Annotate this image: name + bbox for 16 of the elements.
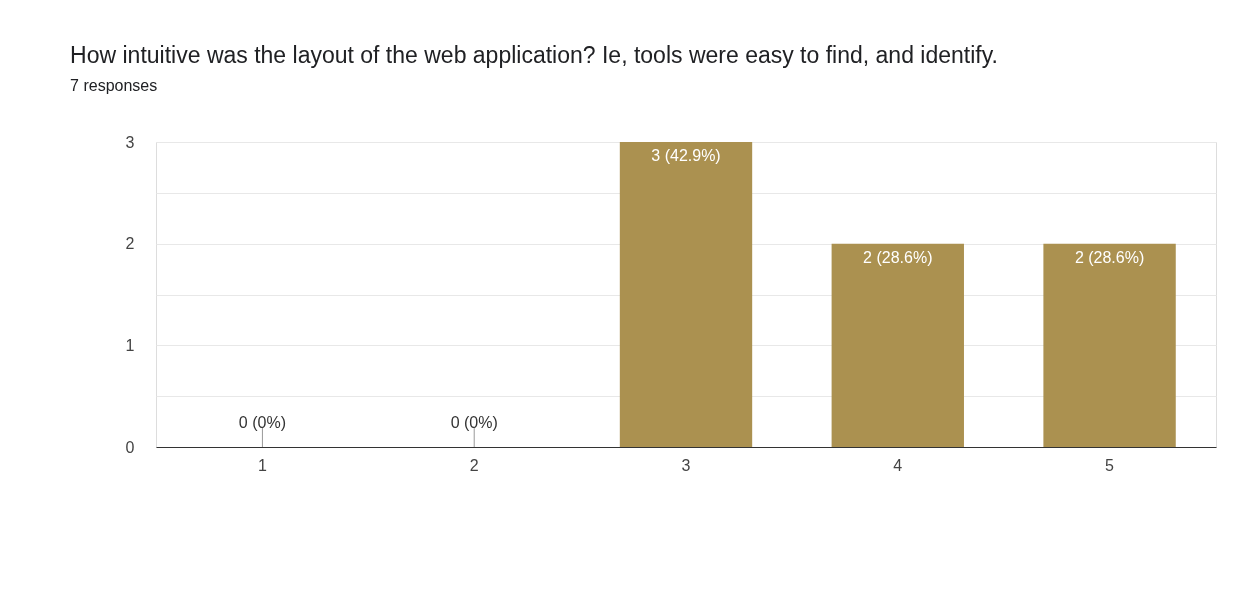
- y-tick-label: 3: [125, 133, 135, 151]
- data-label: 0 (0%): [238, 414, 286, 431]
- y-tick-label: 1: [125, 336, 135, 354]
- x-tick-label: 5: [1105, 456, 1115, 474]
- x-tick-label: 4: [893, 456, 903, 474]
- y-tick-label: 2: [125, 235, 135, 253]
- x-tick-label: 2: [469, 456, 479, 474]
- y-tick-label: 0: [125, 438, 135, 456]
- chart-title: How intuitive was the layout of the web application? Ie, tools were easy to find, and identify.: [70, 42, 998, 68]
- data-label: 0 (0%): [450, 414, 498, 431]
- chart-subtitle: 7 responses: [70, 77, 158, 94]
- x-tick-label: 3: [681, 456, 691, 474]
- data-label: 2 (28.6%): [1074, 248, 1145, 266]
- x-tick-label: 1: [257, 456, 267, 474]
- data-label: 3 (42.9%): [651, 147, 721, 164]
- data-label: 2 (28.6%): [863, 248, 933, 266]
